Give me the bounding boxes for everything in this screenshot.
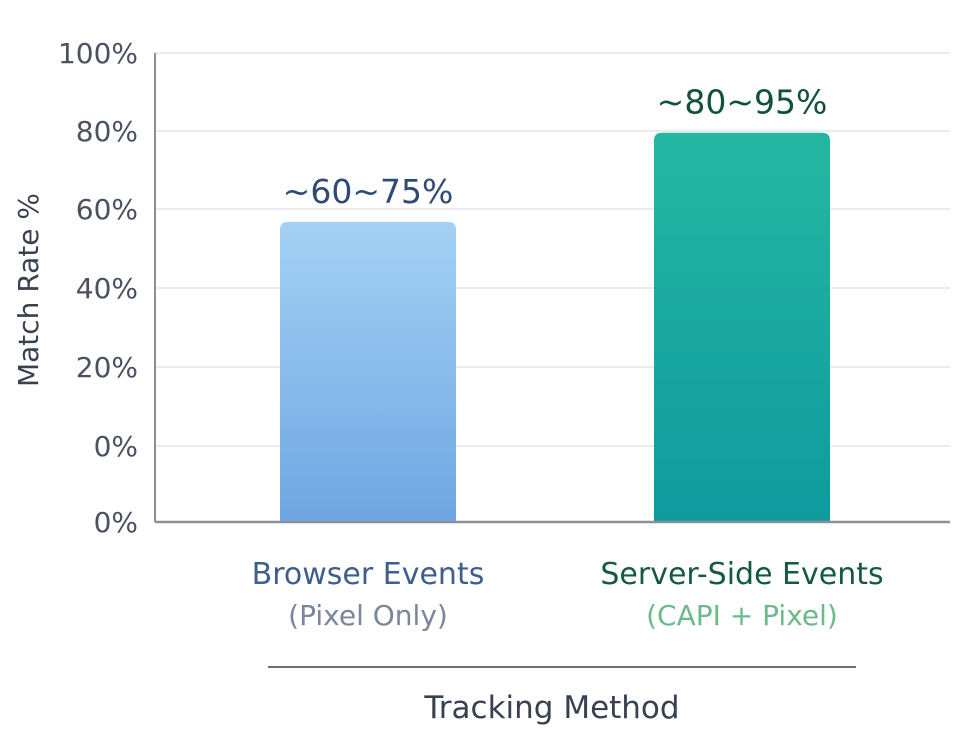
bar-value-label: ~60~75%: [283, 172, 454, 211]
axes: [154, 53, 950, 524]
bars: [280, 132, 830, 523]
y-tick-label: 0%: [94, 506, 138, 539]
y-tick-label: 40%: [76, 272, 138, 305]
y-tick-label: 0%: [94, 430, 138, 463]
y-tick-label: 80%: [76, 115, 138, 148]
y-tick-label: 60%: [76, 193, 138, 226]
y-axis-ticks: 0% 0% 20% 40% 60% 80% 100%: [58, 37, 138, 539]
x-category-label: Browser Events: [252, 557, 485, 592]
y-axis-label: Match Rate %: [12, 193, 45, 387]
bar-labels: ~60~75% Browser Events (Pixel Only) ~80~95%…: [252, 83, 884, 632]
x-axis-label: Tracking Method: [423, 690, 679, 726]
x-category-sublabel: (CAPI + Pixel): [646, 599, 838, 632]
y-tick-label: 20%: [76, 351, 138, 384]
y-tick-label: 100%: [58, 37, 138, 70]
x-category-label: Server-Side Events: [600, 557, 883, 592]
bar: [654, 132, 830, 523]
bar: [280, 221, 456, 522]
grid-lines: [155, 52, 950, 447]
x-category-sublabel: (Pixel Only): [288, 599, 448, 632]
bar-value-label: ~80~95%: [657, 83, 828, 122]
